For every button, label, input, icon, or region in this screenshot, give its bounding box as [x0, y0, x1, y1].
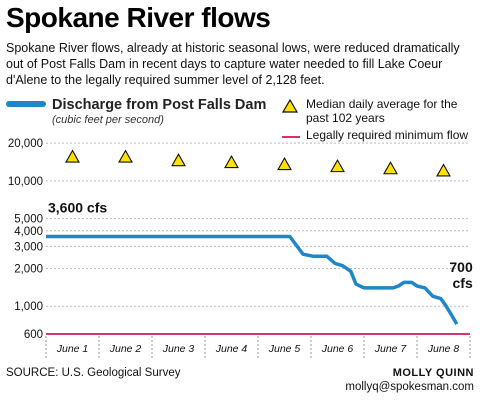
median-marker: [330, 159, 345, 173]
annotation-end-flow-value: 700: [449, 259, 473, 275]
source-note: SOURCE: U.S. Geological Survey: [6, 367, 181, 379]
credit-name: MOLLY QUINN: [392, 367, 474, 379]
legend-discharge-label: Discharge from Post Falls Dam: [52, 97, 267, 113]
median-marker: [65, 149, 80, 163]
credit-email: mollyq@spokesman.com: [345, 381, 474, 393]
x-tick-label: June 1: [56, 343, 89, 355]
x-tick-label: June 5: [268, 343, 301, 355]
grid-layer: [45, 142, 471, 360]
legend-minimum-label: Legally required minimum flow: [306, 128, 469, 142]
legend-median-triangle-icon: [282, 99, 298, 113]
discharge-line-layer: [46, 234, 459, 325]
median-marker: [224, 154, 239, 169]
x-tick-label: June 4: [215, 343, 248, 355]
x-tick-label: June 3: [162, 343, 195, 355]
median-marker: [171, 153, 186, 167]
legend-median-label: Median daily average for the past 102 ye…: [306, 97, 458, 125]
chart-subtitle: Spokane River flows, already at historic…: [6, 41, 460, 87]
x-tick-label: June 6: [321, 343, 354, 355]
legend-units-label: (cubic feet per second): [52, 114, 164, 126]
median-marker: [277, 156, 292, 171]
median-marker: [118, 149, 133, 163]
annotation-end-flow-unit: cfs: [453, 275, 473, 291]
chart-title: Spokane River flows: [6, 2, 271, 33]
y-tick-label: 5,000: [14, 214, 43, 226]
x-tick-label: June 2: [109, 343, 142, 355]
legend-discharge-swatch: [6, 101, 46, 107]
median-marker: [383, 161, 398, 175]
y-tick-label: 600: [24, 329, 43, 341]
y-tick-label: 10,000: [8, 176, 43, 188]
discharge-line: [46, 234, 459, 325]
y-tick-label: 3,000: [14, 241, 43, 253]
median-marker: [436, 163, 451, 177]
y-tick-label: 4,000: [14, 226, 43, 238]
y-tick-label: 20,000: [8, 138, 43, 150]
legend-minimum-swatch: [282, 136, 300, 138]
annotation-start-flow: 3,600 cfs: [48, 199, 107, 215]
median-markers-layer: [65, 149, 451, 177]
x-tick-label: June 7: [374, 343, 408, 355]
x-tick-label: June 8: [427, 343, 460, 355]
y-tick-label: 1,000: [14, 301, 43, 313]
x-axis-ticks: June 1 June 2 June 3 June 4 June 5 June 6 June…: [56, 343, 460, 355]
y-tick-label: 2,000: [14, 263, 43, 275]
